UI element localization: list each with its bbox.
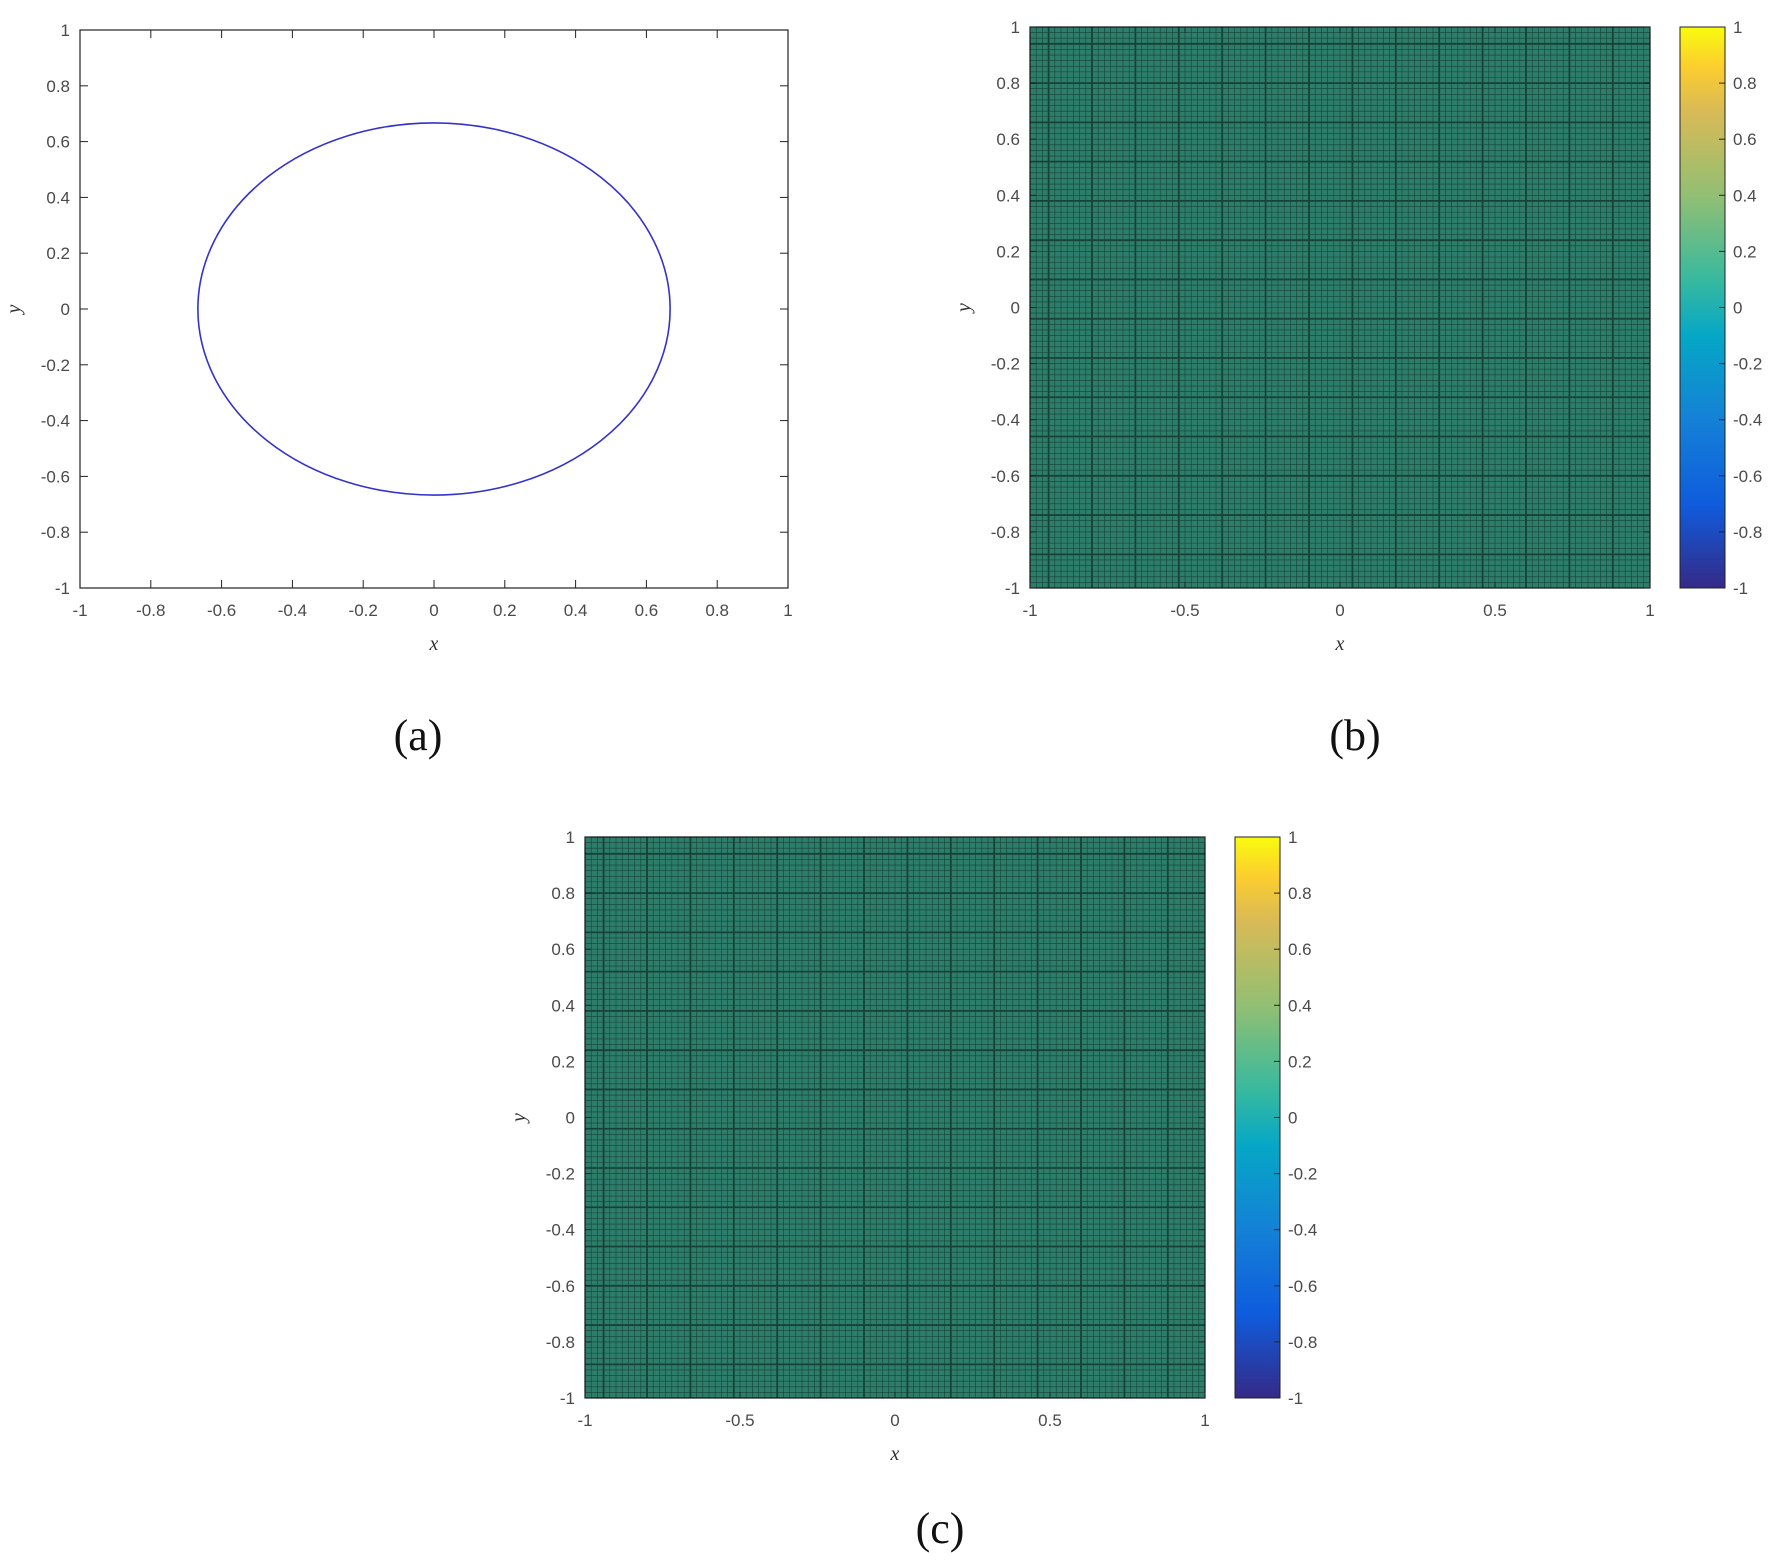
y-tick-label: 0.4: [551, 996, 575, 1015]
y-tick-label: -0.8: [991, 523, 1020, 542]
heatmap-mesh: [584, 836, 1206, 1399]
y-tick-label: -0.4: [546, 1221, 575, 1240]
colorbar-tick-label: -0.2: [1733, 355, 1762, 374]
colorbar-tick-label: 0: [1288, 1109, 1297, 1128]
y-tick-label: 0: [61, 300, 70, 319]
x-tick-label: -0.2: [349, 601, 378, 620]
panel-b-heatmap: -1 -0.5 0 0.5 1 -1 -0.8 -0.6 -0.4 -0.2 0 0.2 0.4 0.6 0…: [953, 18, 1762, 655]
x-axis-label: x: [1335, 633, 1345, 655]
colorbar-tick-label: -0.6: [1288, 1277, 1317, 1296]
colorbar-tick-label: -1: [1733, 579, 1748, 598]
panel-c-heatmap: -1 -0.5 0 0.5 1 -1 -0.8 -0.6 -0.4 -0.2 0 0.2 0.4 0.6 0…: [508, 828, 1317, 1465]
x-tick-label: 0: [1335, 601, 1344, 620]
x-tick-label: 1: [1645, 601, 1654, 620]
colorbar-tick-label: 0.8: [1733, 74, 1757, 93]
y-tick-label: -0.6: [546, 1277, 575, 1296]
colorbar-tick-label: 0.2: [1288, 1052, 1312, 1071]
x-tick-label: -1: [72, 601, 87, 620]
circle-series-line: [197, 122, 671, 496]
y-tick-label: 1: [61, 21, 70, 40]
y-tick-label: 0.8: [551, 884, 575, 903]
y-tick-label: -0.8: [546, 1333, 575, 1352]
y-tick-label: -0.2: [991, 355, 1020, 374]
x-tick-label: 0: [890, 1411, 899, 1430]
caption-b: (b): [1329, 711, 1380, 760]
colorbar-tick-label: 0.6: [1733, 130, 1757, 149]
x-tick-label: 1: [783, 601, 792, 620]
y-tick-label: -0.6: [991, 467, 1020, 486]
caption-c: (c): [916, 1504, 965, 1553]
x-tick-label: -1: [577, 1411, 592, 1430]
colorbar-tick-label: -0.8: [1733, 523, 1762, 542]
x-tick-label: -0.5: [725, 1411, 754, 1430]
y-tick-label: 0.8: [996, 74, 1020, 93]
x-axis-label: x: [890, 1443, 900, 1465]
x-tick-label: 0.2: [493, 601, 517, 620]
y-tick-label: 1: [566, 828, 575, 847]
plot-area: [79, 29, 789, 589]
y-tick-label: 0.4: [46, 188, 70, 207]
y-tick-label: 0.8: [46, 77, 70, 96]
colorbar-tick-label: 1: [1288, 828, 1297, 847]
x-tick-label: 0.5: [1483, 601, 1507, 620]
x-tick-label: 0.6: [635, 601, 659, 620]
y-axis-label: y: [953, 303, 975, 314]
y-tick-label: 0.6: [551, 940, 575, 959]
colorbar-tick-label: -1: [1288, 1389, 1303, 1408]
y-tick-label: -0.4: [41, 412, 70, 431]
panel-a-line-plot: -1 -0.8 -0.6 -0.4 -0.2 0 0.2 0.4 0.6 0.8 1 -1 -0.8 -0…: [3, 21, 793, 655]
y-tick-label: 0.4: [996, 186, 1020, 205]
colorbar-tick-label: 0.4: [1288, 996, 1312, 1015]
colorbar-tick-label: 0.6: [1288, 940, 1312, 959]
y-tick-label: 0: [1011, 299, 1020, 318]
x-tick-label: 1: [1200, 1411, 1209, 1430]
colorbar-tick-label: -0.6: [1733, 467, 1762, 486]
y-tick-label: -0.2: [41, 356, 70, 375]
x-tick-label: -1: [1022, 601, 1037, 620]
colorbar-tick-label: 0: [1733, 299, 1742, 318]
x-tick-label: 0.8: [705, 601, 729, 620]
colorbar-tick-label: 0.4: [1733, 186, 1757, 205]
y-tick-label: -0.2: [546, 1165, 575, 1184]
y-tick-label: 0.6: [46, 133, 70, 152]
caption-a: (a): [394, 711, 443, 760]
y-tick-label: 0.2: [46, 244, 70, 263]
x-tick-label: -0.6: [207, 601, 236, 620]
x-tick-label: -0.4: [278, 601, 307, 620]
x-tick-label: -0.5: [1170, 601, 1199, 620]
y-tick-label: -1: [55, 579, 70, 598]
colorbar: [1234, 836, 1281, 1399]
y-tick-label: -1: [1005, 579, 1020, 598]
y-axis-label: y: [508, 1113, 530, 1124]
x-axis-label: x: [429, 633, 439, 655]
y-tick-label: 0: [566, 1109, 575, 1128]
y-tick-label: -0.6: [41, 467, 70, 486]
x-tick-label: 0.5: [1038, 1411, 1062, 1430]
colorbar-tick-label: 0.8: [1288, 884, 1312, 903]
colorbar-tick-label: 1: [1733, 18, 1742, 37]
colorbar-tick-label: 0.2: [1733, 242, 1757, 261]
x-tick-label: 0: [429, 601, 438, 620]
colorbar-tick-label: -0.2: [1288, 1165, 1317, 1184]
heatmap-mesh: [1029, 26, 1651, 589]
colorbar-tick-label: -0.4: [1733, 411, 1762, 430]
x-tick-label: 0.4: [564, 601, 588, 620]
y-tick-label: -1: [560, 1389, 575, 1408]
y-tick-label: 0.2: [996, 242, 1020, 261]
y-tick-label: 0.2: [551, 1052, 575, 1071]
colorbar: [1679, 26, 1726, 589]
y-tick-label: 0.6: [996, 130, 1020, 149]
colorbar-tick-label: -0.8: [1288, 1333, 1317, 1352]
x-tick-label: -0.8: [136, 601, 165, 620]
y-axis-label: y: [3, 304, 25, 315]
colorbar-tick-label: -0.4: [1288, 1221, 1317, 1240]
y-tick-label: -0.4: [991, 411, 1020, 430]
y-tick-label: -0.8: [41, 523, 70, 542]
y-tick-label: 1: [1011, 18, 1020, 37]
